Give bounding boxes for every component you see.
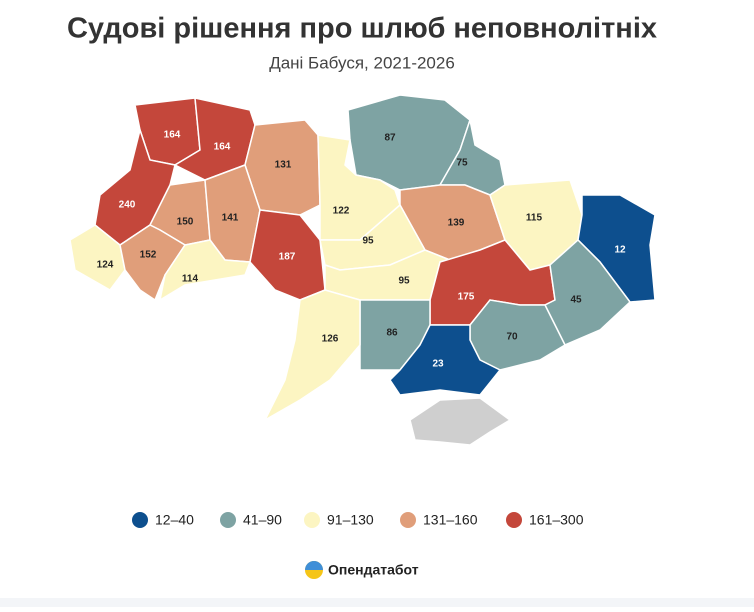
region-value: 23 (432, 359, 444, 370)
legend-label: 91–130 (327, 512, 374, 528)
region-value: 95 (398, 276, 410, 287)
region-value: 95 (362, 236, 374, 247)
source-logo-top (305, 561, 323, 570)
region (577, 194, 656, 303)
regions: 1641641314287752401501411221391151212415… (69, 94, 656, 422)
region (263, 289, 361, 422)
legend-label: 131–160 (423, 512, 478, 528)
region-value: 164 (214, 142, 231, 153)
region-value: 150 (177, 217, 194, 228)
region (389, 324, 502, 396)
legend-swatch (400, 512, 416, 528)
bottom-strip (0, 598, 754, 607)
legend-label: 161–300 (529, 512, 584, 528)
crimea (409, 397, 512, 446)
region-value: 175 (458, 292, 475, 303)
title: Судові рішення про шлюб неповнолітніх (67, 13, 657, 45)
legend-swatch (132, 512, 148, 528)
region-value: 75 (456, 158, 468, 169)
region-value: 131 (275, 160, 292, 171)
legend-swatch (220, 512, 236, 528)
region-value: 115 (526, 213, 543, 224)
legend-swatch (506, 512, 522, 528)
region-value: 240 (119, 200, 136, 211)
region-value: 114 (182, 274, 199, 285)
legend: 12–40 41–90 91–130 131–160 161–300 (132, 512, 584, 528)
region-value: 126 (322, 334, 339, 345)
region-value: 152 (140, 250, 157, 261)
region (317, 134, 401, 241)
region-value: 141 (222, 213, 239, 224)
region-value: 70 (506, 332, 518, 343)
legend-label: 41–90 (243, 512, 282, 528)
region-value: 139 (448, 218, 465, 229)
region-value: 187 (279, 252, 296, 263)
region-value: 164 (164, 130, 181, 141)
region-value: 86 (386, 328, 398, 339)
legend-label: 12–40 (155, 512, 194, 528)
region-value: 87 (384, 133, 396, 144)
source: Опендатабот (328, 562, 419, 578)
region-value: 122 (333, 206, 350, 217)
region-value: 124 (97, 260, 114, 271)
region-value: 12 (614, 245, 626, 256)
legend-swatch (304, 512, 320, 528)
region-value: 45 (570, 295, 582, 306)
subtitle: Дані Бабуся, 2021-2026 (269, 53, 455, 72)
